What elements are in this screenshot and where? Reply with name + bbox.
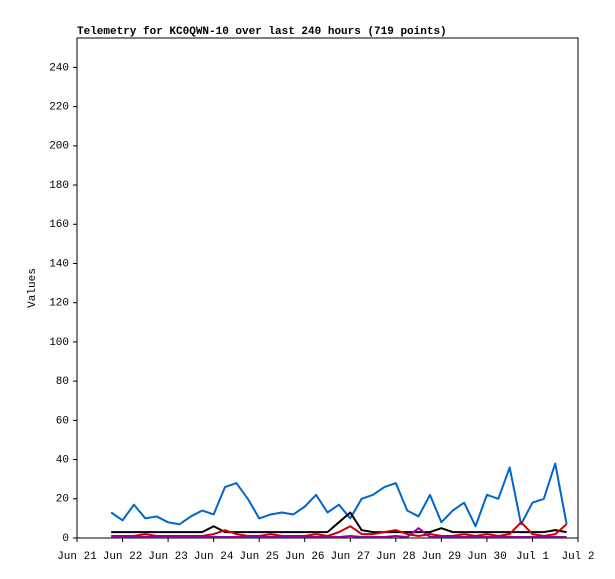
plot-frame (76, 37, 579, 539)
y-tick-label: 240 (49, 62, 69, 74)
series-line (111, 527, 567, 539)
y-tick-label: 0 (62, 533, 69, 545)
x-tick-label: Jun 28 (376, 551, 416, 563)
x-tick-label: Jun 24 (194, 551, 234, 563)
y-tick-label: 40 (56, 454, 69, 466)
y-tick-label: 120 (49, 298, 69, 310)
y-axis-label: Values (27, 268, 39, 308)
x-tick-label: Jun 21 (57, 551, 97, 563)
y-tick-label: 180 (49, 180, 69, 192)
y-tick-label: 20 (56, 494, 69, 506)
y-tick-label: 140 (49, 258, 69, 270)
x-tick-label: Jun 27 (330, 551, 370, 563)
x-tick-label: Jun 25 (239, 551, 279, 563)
series-line (111, 511, 567, 534)
y-tick-label: 160 (49, 219, 69, 231)
x-tick-label: Jul 1 (516, 551, 549, 563)
y-tick-label: 60 (56, 415, 69, 427)
series-line (110, 462, 568, 528)
x-tick-label: Jun 23 (148, 551, 188, 563)
chart-title: Telemetry for KC0QWN-10 over last 240 ho… (77, 26, 447, 38)
x-tick-label: Jun 30 (467, 551, 507, 563)
y-tick-label: 80 (56, 376, 69, 388)
y-tick-label: 200 (49, 141, 69, 153)
y-tick-label: 220 (49, 102, 69, 114)
x-tick-label: Jun 29 (422, 551, 462, 563)
x-tick-label: Jun 26 (285, 551, 325, 563)
x-tick-label: Jun 22 (103, 551, 143, 563)
x-tick-label: Jul 2 (561, 551, 594, 563)
y-tick-label: 100 (49, 337, 69, 349)
